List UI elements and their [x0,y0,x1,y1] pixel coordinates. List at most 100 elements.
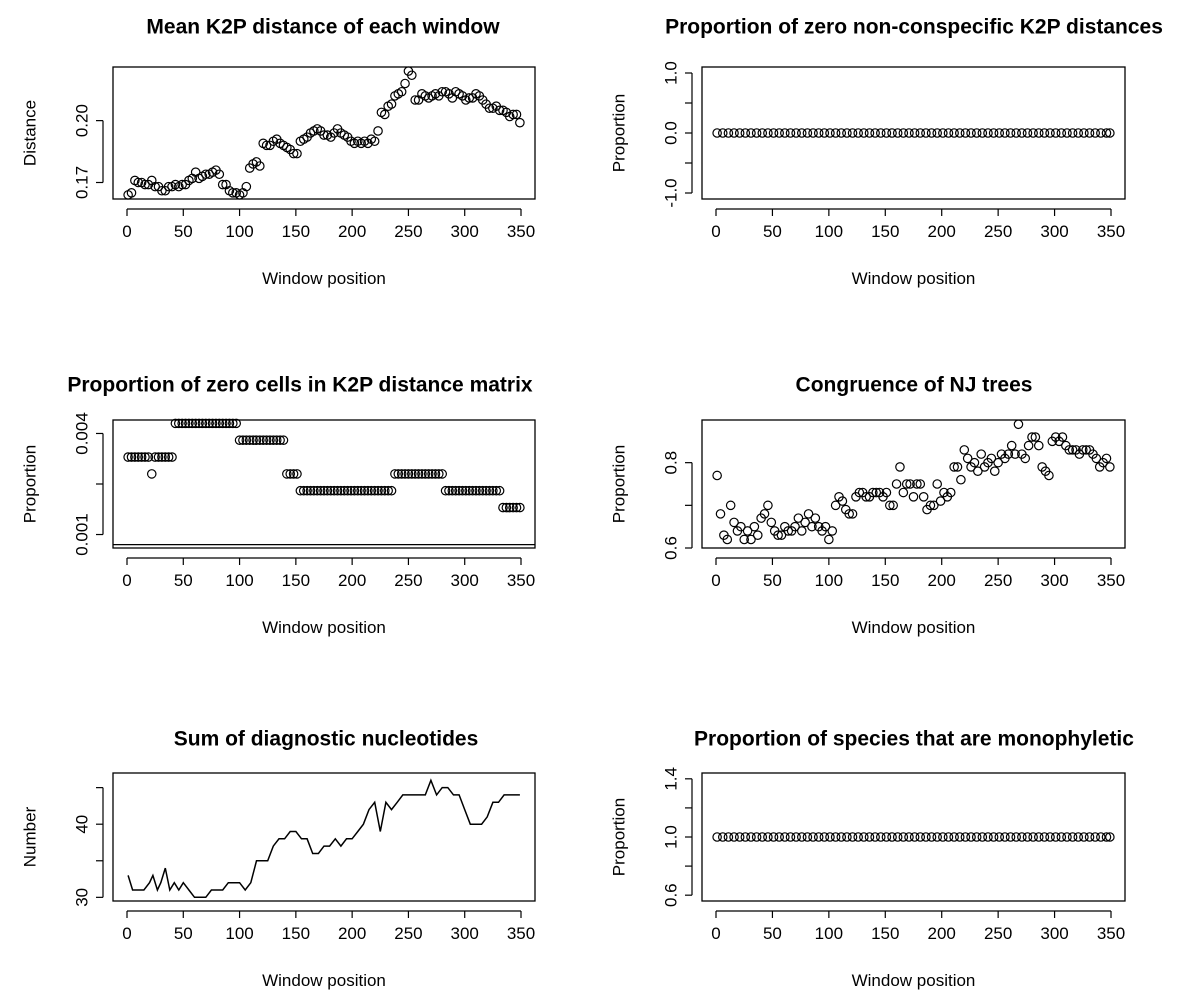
x-tick-label: 350 [1097,571,1125,590]
data-point [1101,453,1112,464]
data-point [217,179,228,190]
data-point [207,418,218,429]
data-point [712,470,722,481]
data-point [163,181,174,192]
panel-1: Mean K2P distance of each window 0 50 100 15… [20,16,536,288]
x-tick-label: 350 [507,571,535,590]
data-point [825,128,835,138]
data-point [363,485,373,496]
data-point [853,832,863,842]
x-tick-label: 50 [174,222,193,241]
x-tick-label: 350 [507,222,535,241]
plot-frame [112,772,536,902]
data-point [407,469,417,479]
data-point [909,128,920,138]
data-point [776,530,787,540]
panel-title: Proportion of species that are monophyle… [694,728,1134,751]
data-point [746,832,756,842]
data-point [757,128,768,138]
data-point [966,128,976,138]
y-tick-label: 40 [72,815,91,834]
data-point [386,485,397,496]
data-point [1096,128,1106,138]
data-point [1084,832,1095,842]
data-point [1010,449,1020,459]
data-point [773,530,783,540]
data-point [474,485,485,496]
data-point [150,452,160,462]
plot-frame [112,66,536,200]
data-point [177,179,187,190]
data-point [170,418,181,429]
panel-title: Proportion of zero cells in K2P distance… [67,374,533,397]
data-point [895,462,905,472]
x-tick-label: 200 [338,222,366,241]
panel-5: Sum of diagnostic nucleotides 0 50 100 150 20… [20,728,536,990]
data-point [123,452,133,462]
data-point [1017,128,1027,138]
data-point [430,469,441,479]
data-point [379,485,390,496]
x-tick-label: 300 [451,924,479,943]
data-point [813,128,824,138]
x-tick-label: 50 [174,924,193,943]
data-point [742,526,753,536]
data-point [265,435,275,446]
data-point [807,521,817,532]
data-point [383,485,393,496]
x-tick-label: 300 [451,222,479,241]
data-point [956,474,966,485]
y-tick-label: 1.0 [661,61,680,85]
data-point [763,128,773,138]
data-point [932,128,942,138]
data-point [386,99,397,109]
x-tick-label: 50 [763,571,782,590]
data-point [1090,128,1100,138]
data-point [1022,128,1033,138]
data-point [214,169,225,180]
data-point [861,491,871,502]
data-point [768,128,779,138]
data-point [413,469,424,479]
data-point [722,534,733,545]
x-tick-label: 0 [122,924,131,943]
data-point [800,517,810,528]
x-tick-label: 150 [871,571,899,590]
x-tick-label: 250 [984,924,1012,943]
y-tick-label: 0.001 [72,513,91,556]
data-point [969,457,980,468]
data-point [197,418,208,429]
data-point [126,452,137,462]
data-point [437,469,447,479]
data-point [952,462,963,472]
data-point [830,500,841,511]
data-point [1073,128,1084,138]
data-point [221,418,231,429]
data-point [444,485,454,496]
data-point [1000,128,1010,138]
data-point [1017,832,1027,842]
data-point [802,128,813,138]
data-point [427,469,437,479]
data-point [935,496,946,506]
x-tick-label: 350 [507,924,535,943]
x-tick-label: 150 [871,924,899,943]
data-point [403,469,414,479]
x-axis-label: Window position [262,269,386,288]
data-point [976,449,987,459]
data-point [217,418,228,429]
data-point [1033,128,1044,138]
panel-title: Mean K2P distance of each window [146,16,500,39]
data-point [875,832,886,842]
data-point [887,832,897,842]
data-point [160,452,171,462]
data-point [407,70,417,81]
x-tick-label: 100 [815,924,843,943]
data-point [712,128,722,138]
x-tick-label: 50 [763,222,782,241]
data-point [1013,419,1024,430]
data-point [1006,440,1017,451]
data-point [971,832,982,842]
data-point [945,487,956,498]
x-tick-label: 100 [225,924,253,943]
